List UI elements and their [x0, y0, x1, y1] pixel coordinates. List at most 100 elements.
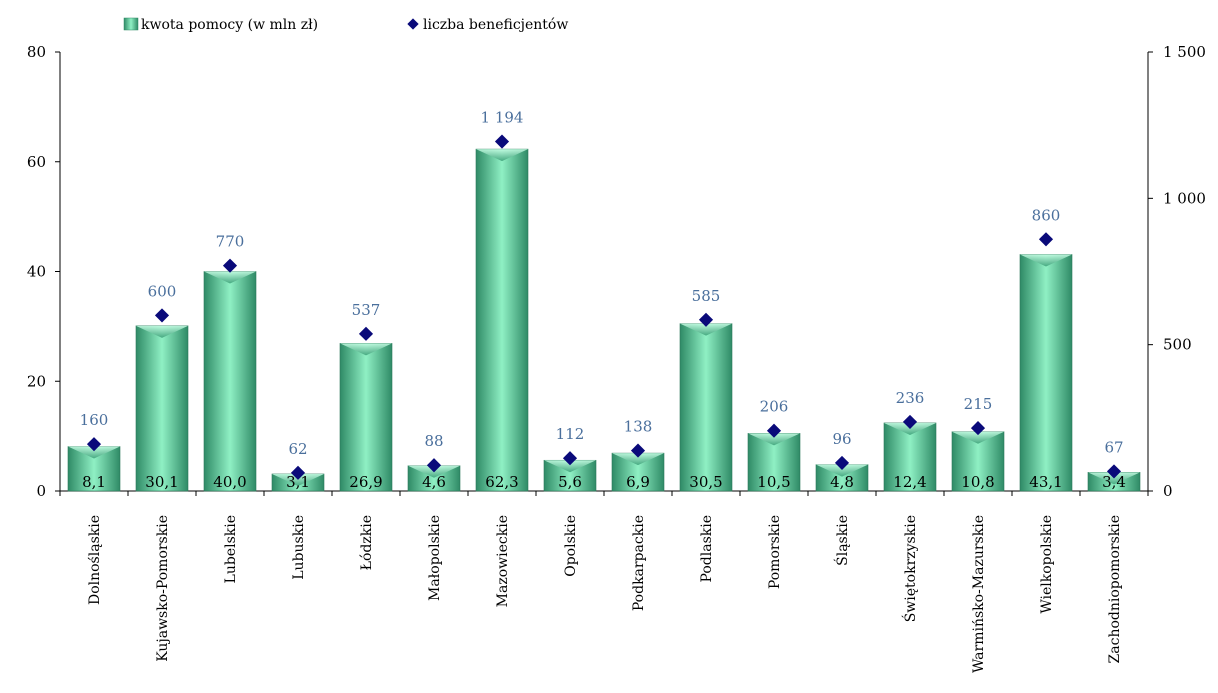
point [698, 312, 714, 327]
points: 160 600 770 62 537 88 1 194 112 138 585 206 96 236 21… [80, 109, 1124, 480]
point [426, 458, 442, 473]
bar-cap [204, 271, 256, 284]
bar-cap [340, 343, 392, 356]
bar-value-label: 40,0 [213, 473, 246, 491]
point-value-label: 67 [1104, 438, 1123, 456]
x-category-label: Warmińsko-Mazurskie [971, 515, 987, 673]
x-category-label: Kujawsko-Pomorskie [155, 515, 171, 662]
point [766, 423, 782, 438]
x-category-label: Lubuskie [291, 515, 307, 580]
bar-cap [272, 473, 324, 486]
point-value-label: 62 [288, 440, 307, 458]
point [902, 414, 918, 430]
x-category-label: Łódzkie [359, 515, 375, 570]
point-value-label: 215 [964, 395, 993, 413]
bar-cap [476, 149, 528, 162]
bar [203, 271, 257, 492]
bar-value-label: 4,8 [830, 473, 854, 491]
point-value-label: 770 [216, 233, 245, 251]
legend-swatch-point [407, 18, 419, 30]
bar-value-label: 8,1 [82, 473, 106, 491]
bar-cap [748, 433, 800, 446]
y-left-tick-label: 40 [27, 263, 46, 281]
bar-value-label: 3,1 [286, 473, 310, 491]
x-category-label: Podkarpackie [631, 515, 647, 611]
bar-value-label: 10,8 [961, 473, 994, 491]
bar [1019, 254, 1073, 492]
point [290, 465, 306, 480]
y-left-tick-label: 0 [36, 482, 46, 500]
point [834, 455, 850, 470]
point-value-label: 138 [624, 418, 653, 436]
bar-value-label: 4,6 [422, 473, 446, 491]
bar-cap [816, 464, 868, 477]
y-right-tick-label: 500 [1163, 336, 1192, 354]
x-category-label: Świętokrzyskie [901, 515, 919, 622]
x-category-label: Dolnośląskie [87, 515, 103, 605]
x-category-label: Pomorskie [767, 515, 783, 589]
x-category-label: Zachodniopomorskie [1107, 515, 1123, 663]
point-value-label: 600 [148, 282, 177, 300]
bar-value-label: 5,6 [558, 473, 582, 491]
bar-value-label: 12,4 [893, 473, 926, 491]
point-value-label: 860 [1032, 206, 1061, 224]
bar [339, 343, 393, 492]
legend-label-point: liczba beneficjentów [423, 17, 568, 33]
point-value-label: 206 [760, 398, 789, 416]
point-value-label: 160 [80, 411, 109, 429]
point-value-label: 96 [832, 430, 851, 448]
point [970, 421, 986, 436]
point-value-label: 112 [556, 425, 585, 443]
bar [679, 323, 733, 492]
point [358, 326, 374, 341]
bar [475, 148, 529, 492]
axes: 0 20 40 60 80 0 500 1 000 1 500 Dolnośląskie Kujaw… [27, 43, 1206, 673]
bar-cap [952, 431, 1004, 444]
point [630, 443, 646, 458]
x-category-label: Wielkopolskie [1039, 515, 1055, 614]
bar-value-label: 10,5 [757, 473, 790, 491]
bar-cap [1020, 254, 1072, 267]
point-value-label: 236 [896, 389, 925, 407]
point-value-label: 537 [352, 301, 381, 319]
y-left-tick-label: 80 [27, 43, 46, 61]
bar-value-label: 62,3 [485, 473, 518, 491]
y-right-tick-label: 1 000 [1163, 189, 1206, 207]
bar-cap [544, 460, 596, 473]
bar-cap [68, 446, 120, 459]
bar-value-label: 6,9 [626, 473, 650, 491]
x-category-label: Śląskie [833, 515, 851, 566]
y-right-tick-label: 0 [1163, 482, 1173, 500]
point-value-label: 1 194 [481, 109, 524, 127]
bar-value-label: 30,5 [689, 473, 722, 491]
point-value-label: 585 [692, 287, 721, 305]
legend-label-bar: kwota pomocy (w mln zł) [141, 17, 318, 33]
point [1038, 232, 1054, 247]
bar-cap [680, 323, 732, 336]
bar [135, 325, 189, 492]
x-category-label: Podlaskie [699, 515, 715, 583]
y-left-tick-label: 60 [27, 153, 46, 171]
point-value-label: 88 [424, 432, 443, 450]
point [222, 258, 238, 273]
bar-value-label: 43,1 [1029, 473, 1062, 491]
x-category-label: Opolskie [563, 515, 579, 577]
point [1106, 464, 1122, 479]
x-category-label: Małopolskie [427, 515, 443, 601]
bar-cap [612, 453, 664, 466]
x-category-label: Mazowieckie [495, 515, 511, 607]
bar-value-label: 30,1 [145, 473, 178, 491]
bar-value-label: 3,4 [1102, 473, 1126, 491]
x-category-label: Lubelskie [223, 515, 239, 583]
bar-cap [136, 325, 188, 338]
legend: kwota pomocy (w mln zł) liczba beneficje… [123, 17, 568, 33]
point [562, 451, 578, 466]
y-right-tick-label: 1 500 [1163, 43, 1206, 61]
point [86, 437, 102, 452]
point [494, 134, 510, 149]
legend-swatch-bar [123, 17, 139, 31]
bars: 8,1 30,1 40,0 3,1 26,9 4,6 62,3 5,6 6,9 30,5 10,5 4… [67, 148, 1141, 492]
point [154, 308, 170, 323]
